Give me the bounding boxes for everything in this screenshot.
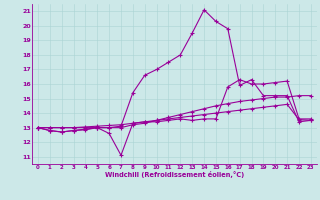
X-axis label: Windchill (Refroidissement éolien,°C): Windchill (Refroidissement éolien,°C) <box>105 171 244 178</box>
